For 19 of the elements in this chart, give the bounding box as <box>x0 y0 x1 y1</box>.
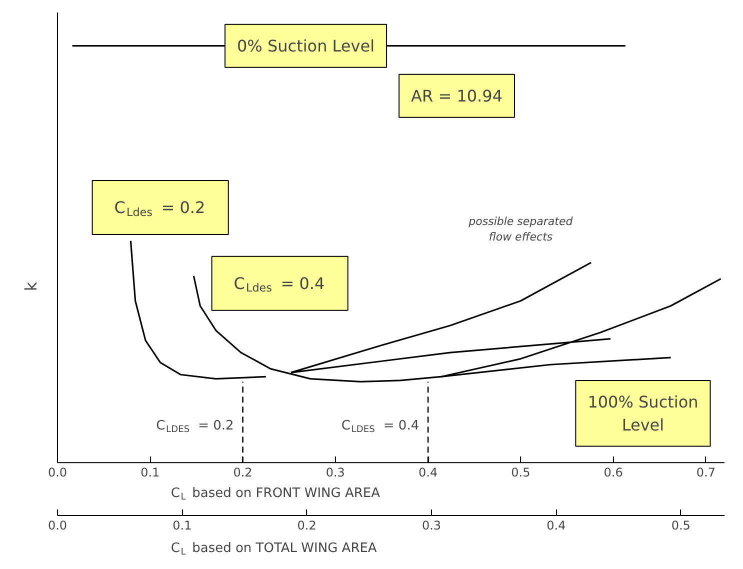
annotation: AR = 10.94 <box>411 86 503 106</box>
x2-tick-label: 0.2 <box>297 518 316 533</box>
x2-tick-label: 0.1 <box>172 518 192 533</box>
x2-tick-label: 0.3 <box>422 518 442 533</box>
x2-tick-label: 0.5 <box>671 518 690 533</box>
y-axis-title: k <box>22 281 40 292</box>
x-tick-label: 0.7 <box>696 466 716 480</box>
x-tick-label: 0.4 <box>418 466 438 480</box>
x-tick-label: 0.1 <box>140 466 160 480</box>
x-tick-label: 0.0 <box>48 466 68 480</box>
annotation: possible separated flow effects <box>468 214 574 244</box>
x-tick-label: 0.6 <box>604 466 623 480</box>
annotation: 0% Suction Level <box>237 36 375 56</box>
x2-tick-label: 0.0 <box>48 518 68 533</box>
x-tick-label: 0.3 <box>326 466 345 480</box>
annotation: 100% Suction Level <box>588 392 698 434</box>
x-tick-label: 0.2 <box>233 466 252 480</box>
x-tick-label: 0.5 <box>511 466 530 480</box>
x2-tick-label: 0.4 <box>546 518 566 533</box>
